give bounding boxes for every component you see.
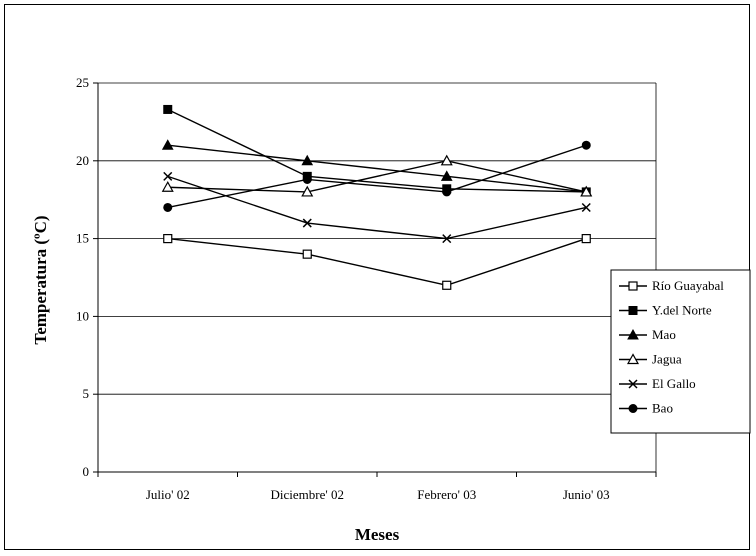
gridlines [98, 82, 657, 472]
point-jagua [580, 185, 593, 197]
x-marker-stroke [302, 218, 312, 228]
legend-label: El Gallo [652, 376, 696, 391]
point-rio-guayabal [302, 249, 312, 259]
x-tick-label: Julio' 02 [146, 487, 190, 502]
y-tick-label: 5 [83, 386, 90, 401]
point-jagua [301, 185, 314, 197]
legend: Río Guayabal Y.del Norte Mao Jagua El Gallo B… [610, 269, 751, 434]
point-rio-guayabal [163, 234, 173, 244]
x-marker-stroke [442, 234, 452, 244]
x-tick-label: Diciembre' 02 [271, 487, 344, 502]
legend-swatch-marker [626, 353, 640, 365]
series-line-rio-guayabal [167, 237, 587, 287]
legend-label: Bao [652, 401, 673, 416]
legend-label: Río Guayabal [652, 278, 724, 293]
legend-item-bao: Bao [619, 401, 673, 416]
series-jagua [161, 154, 593, 197]
series-line-y-del-norte [167, 108, 587, 193]
x-tick-label: Junio' 03 [563, 487, 610, 502]
legend-swatch-marker [628, 281, 638, 291]
series-line-mao [167, 144, 587, 193]
point-jagua [440, 154, 453, 166]
x-axis-title: Meses [355, 525, 400, 544]
point-el-gallo [581, 202, 591, 213]
point-el-gallo [302, 218, 312, 228]
point-rio-guayabal [581, 234, 591, 244]
y-tick-label: 10 [76, 308, 89, 323]
y-tick-label: 20 [76, 153, 89, 168]
point-bao [442, 187, 452, 197]
x-marker-stroke [581, 202, 591, 213]
legend-swatch-marker [628, 306, 638, 315]
point-rio-guayabal [442, 280, 452, 290]
point-el-gallo [163, 171, 173, 181]
series-rio-guayabal [163, 234, 591, 290]
series [161, 104, 593, 290]
series-bao [163, 140, 591, 212]
series-line-bao [167, 144, 587, 209]
series-line-el-gallo [167, 175, 587, 240]
legend-item-mao: Mao [619, 327, 676, 342]
series-line-jagua [167, 160, 587, 193]
axes: 0 5 10 15 20 25 Julio' 02 Diciembre' 02 Febrero'… [76, 75, 657, 502]
legend-item-y-del-norte: Y.del Norte [619, 303, 712, 318]
series-mao [161, 139, 593, 197]
y-tick-label: 15 [76, 231, 89, 246]
legend-item-jagua: Jagua [619, 352, 682, 367]
point-mao [161, 139, 174, 150]
point-y-del-norte [163, 104, 173, 114]
legend-label: Mao [652, 327, 676, 342]
point-jagua [161, 181, 174, 192]
legend-item-rio-guayabal: Río Guayabal [619, 278, 724, 293]
series-y-del-norte [163, 104, 591, 197]
point-mao [440, 170, 453, 181]
legend-swatch-marker [628, 404, 638, 413]
legend-swatch-marker [627, 328, 639, 340]
point-bao [581, 140, 591, 150]
x-tick-label: Febrero' 03 [417, 487, 476, 502]
point-el-gallo [442, 234, 452, 244]
x-marker-stroke [628, 379, 638, 389]
x-marker-stroke [163, 171, 173, 181]
y-axis-title: Temperatura (ºC) [31, 215, 50, 344]
point-bao [302, 174, 312, 184]
legend-swatch-marker [628, 379, 638, 389]
series-el-gallo [163, 171, 591, 244]
point-bao [163, 202, 173, 212]
y-tick-label: 0 [83, 464, 90, 479]
y-tick-label: 25 [76, 75, 89, 90]
legend-item-el-gallo: El Gallo [619, 376, 696, 391]
legend-label: Jagua [652, 352, 682, 367]
point-mao [301, 154, 314, 166]
legend-label: Y.del Norte [652, 303, 712, 318]
